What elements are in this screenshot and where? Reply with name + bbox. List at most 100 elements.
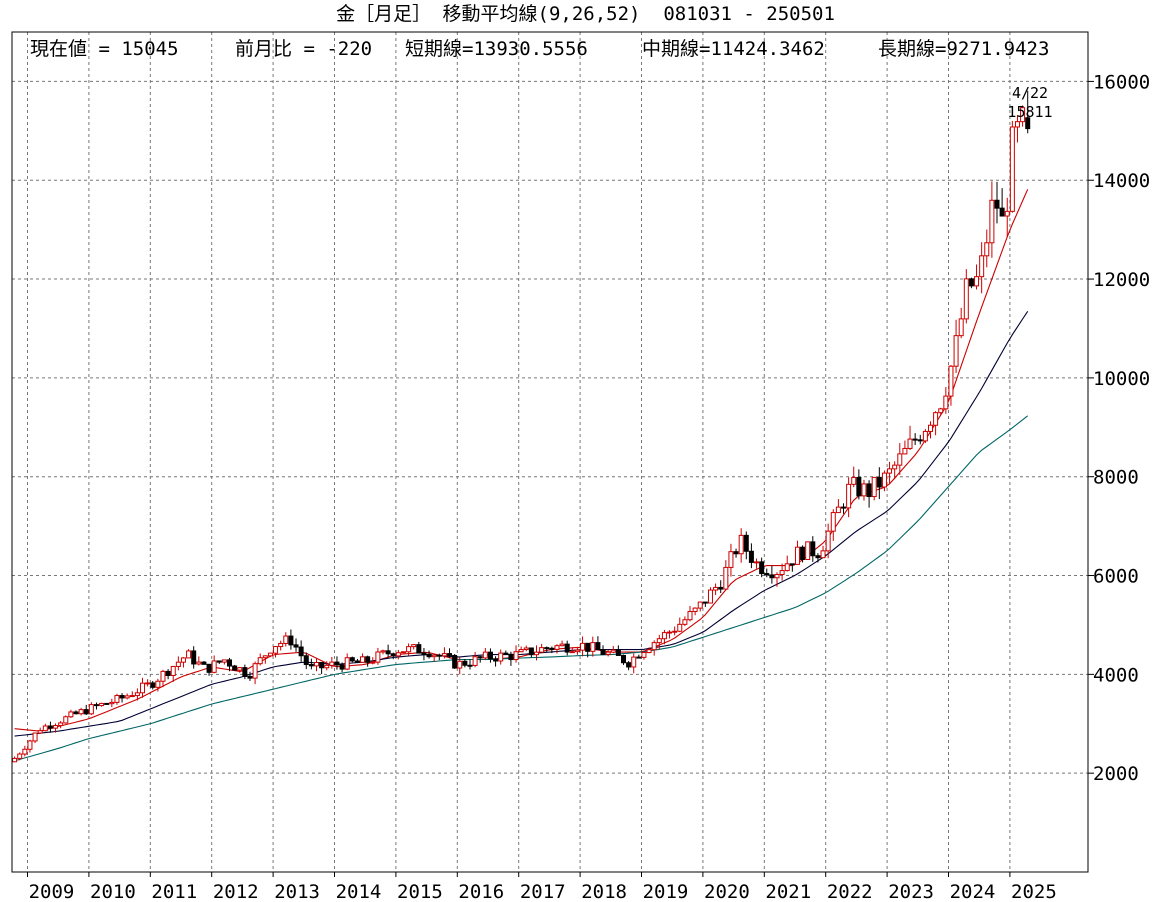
candle [636, 654, 642, 659]
candle [22, 745, 28, 757]
candle [493, 656, 499, 667]
candle [677, 617, 683, 633]
candle [994, 181, 1000, 224]
candle [426, 650, 432, 659]
candle [861, 479, 867, 501]
candle [457, 657, 463, 675]
candle [37, 727, 43, 734]
candle [267, 652, 273, 658]
candle [713, 583, 719, 595]
candle [319, 661, 325, 675]
summary-short-ma: 短期線=13930.5556 [405, 38, 588, 60]
candle [953, 319, 959, 373]
candle [17, 752, 23, 761]
candle [748, 543, 754, 569]
candle [810, 536, 816, 562]
candle [620, 654, 626, 665]
y-axis-tick-labels: 2000 4000 6000 8000 10000 12000 14000 16000 [1088, 71, 1150, 785]
candle [354, 658, 360, 663]
candle [697, 601, 703, 612]
candle [32, 732, 38, 744]
candle [308, 658, 314, 670]
x-axis-tick-labels: 2009 2010 2011 2012 2013 2014 2015 2016 2017 2018… [27, 872, 1057, 902]
annotation-date: 4/22 [1012, 84, 1048, 102]
x-tick-label-2016: 2016 [458, 881, 504, 902]
candle [109, 698, 115, 708]
candle [421, 647, 427, 661]
candle [815, 553, 821, 563]
x-tick-label-2023: 2023 [888, 881, 934, 902]
candle [574, 647, 580, 655]
candle [498, 649, 504, 665]
candle [938, 407, 944, 416]
candle [201, 661, 207, 665]
candle [518, 646, 524, 653]
x-tick-label-2019: 2019 [643, 881, 689, 902]
candle [1025, 90, 1031, 134]
candle [472, 652, 478, 668]
candle [344, 653, 350, 671]
candle [610, 646, 616, 654]
candle [661, 629, 667, 645]
candle [273, 646, 279, 658]
candle [508, 651, 514, 666]
candle [380, 649, 386, 655]
candle [42, 723, 48, 732]
candle [626, 661, 632, 671]
candle [129, 691, 135, 698]
candle [544, 646, 550, 652]
summary-bar: 現在値 = 15045 前月比 = -220 短期線=13930.5556 中期… [30, 38, 1049, 60]
candle [283, 632, 289, 647]
y-tick-label-14000: 14000 [1093, 170, 1150, 192]
candle [841, 503, 847, 514]
candle [73, 710, 79, 715]
x-tick-label-2020: 2020 [704, 881, 750, 902]
candle [170, 665, 176, 682]
candle [881, 470, 887, 492]
summary-long-ma: 長期線=9271.9423 [878, 38, 1049, 60]
candle [150, 681, 156, 690]
x-tick-label-2025: 2025 [1011, 881, 1057, 902]
candles [12, 90, 1031, 763]
ma-line-3 [14, 415, 1029, 762]
candle [784, 555, 790, 572]
candle [922, 429, 928, 443]
candle [441, 647, 447, 659]
candle [370, 657, 376, 665]
candle [334, 656, 340, 670]
candle [569, 647, 575, 654]
candle [789, 563, 795, 572]
candle [549, 646, 555, 654]
candle [590, 636, 596, 657]
candle [206, 663, 212, 676]
candle [754, 558, 760, 569]
candle [313, 658, 319, 672]
candle [436, 653, 442, 661]
candle [175, 656, 181, 671]
candle [155, 678, 161, 692]
x-tick-label-2009: 2009 [29, 881, 75, 902]
x-tick-label-2011: 2011 [151, 881, 197, 902]
candle [559, 640, 565, 647]
candle [800, 545, 806, 563]
candle [360, 653, 366, 663]
candle [365, 655, 371, 667]
y-tick-label-4000: 4000 [1093, 664, 1139, 686]
candle [984, 229, 990, 268]
candle [83, 704, 89, 716]
candle [186, 649, 192, 659]
candle [191, 646, 197, 669]
candle [513, 645, 519, 663]
candle [528, 647, 534, 658]
candle [564, 640, 570, 656]
candle [687, 605, 693, 622]
candle [124, 693, 130, 700]
candle [447, 648, 453, 659]
candle [738, 528, 744, 563]
candle [856, 469, 862, 500]
candle [349, 656, 355, 663]
candle [723, 560, 729, 590]
candle [375, 647, 381, 665]
candle [825, 523, 831, 559]
x-tick-label-2010: 2010 [90, 881, 136, 902]
